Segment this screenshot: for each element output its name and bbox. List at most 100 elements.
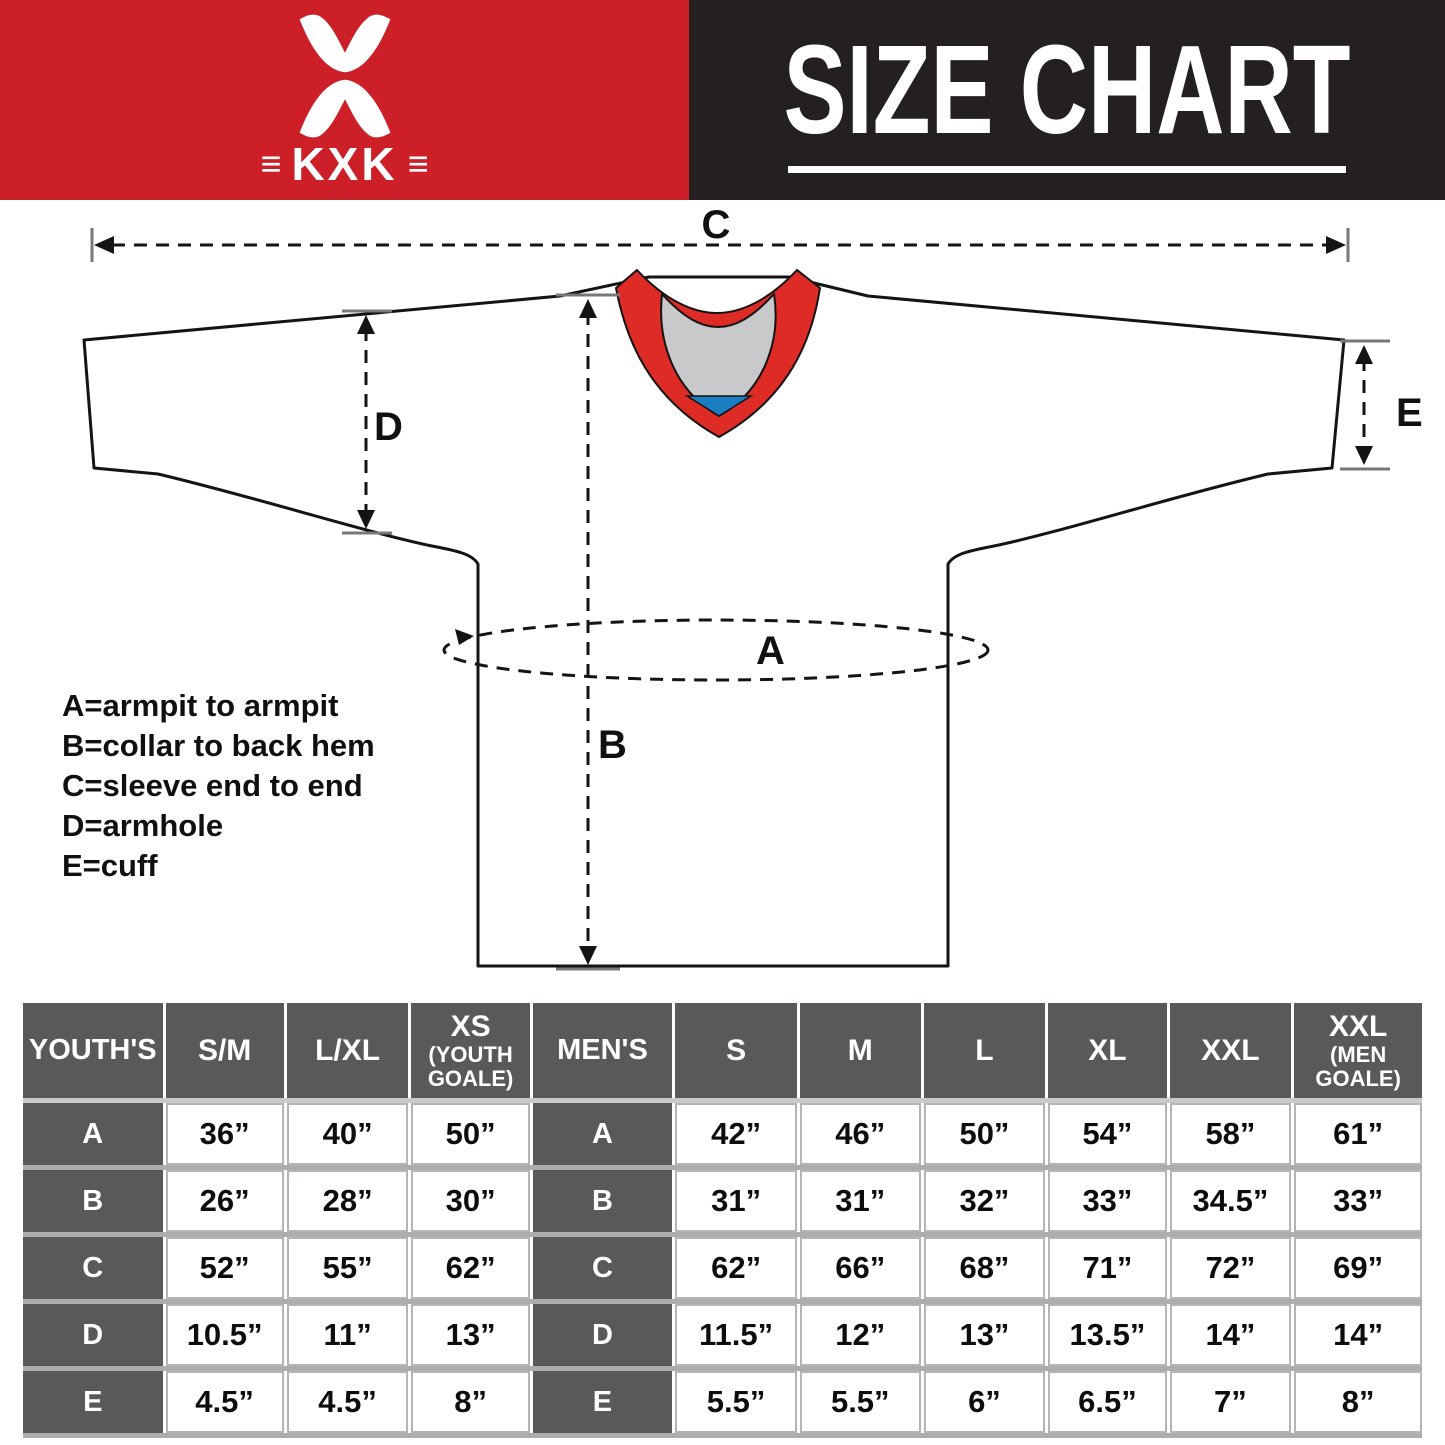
size-cell: 71”	[1048, 1237, 1167, 1299]
row-separator	[23, 1165, 1422, 1170]
top-banner: ≡ KXK ≡ SIZE CHART	[0, 0, 1445, 200]
triple-bar-right-icon: ≡	[407, 143, 429, 184]
row-separator	[23, 1366, 1422, 1371]
kxk-logo-icon	[299, 14, 390, 138]
b-arrowhead-top	[579, 299, 597, 318]
size-cell: 13”	[411, 1304, 530, 1366]
size-cell: 36”	[165, 1103, 284, 1165]
size-cell: 33”	[1294, 1170, 1422, 1232]
label-c: C	[702, 203, 731, 247]
size-cell: 58”	[1169, 1103, 1292, 1165]
jersey-drawing: C D B A E	[82, 203, 1423, 971]
jersey-measurement-diagram: C D B A E	[0, 200, 1445, 995]
legend-line-e: E=cuff	[62, 848, 158, 883]
d-arrowhead-top	[357, 315, 375, 334]
size-cell: 6”	[923, 1371, 1046, 1433]
men-col-header: L	[923, 1003, 1046, 1098]
size-cell: 30”	[411, 1170, 530, 1232]
label-e: E	[1396, 391, 1423, 435]
row-separator	[23, 1433, 1422, 1438]
size-cell: 62”	[675, 1237, 797, 1299]
title-underline	[788, 166, 1346, 173]
size-cell: 4.5”	[165, 1371, 284, 1433]
youth-col-header: L/XL	[286, 1003, 409, 1098]
size-cell: 13.5”	[1048, 1304, 1167, 1366]
row-separator	[23, 1299, 1422, 1304]
size-cell: 72”	[1169, 1237, 1292, 1299]
label-a: A	[756, 629, 785, 673]
size-cell: 14”	[1294, 1304, 1422, 1366]
men-col-header: M	[799, 1003, 921, 1098]
e-arrowhead-top	[1355, 345, 1373, 364]
size-cell: 6.5”	[1048, 1371, 1167, 1433]
legend-line-c: C=sleeve end to end	[62, 768, 363, 803]
b-arrowhead-bottom	[579, 946, 597, 965]
men-col-header: XL	[1048, 1003, 1167, 1098]
size-cell: 68”	[923, 1237, 1046, 1299]
size-cell: 31”	[675, 1170, 797, 1232]
size-cell: 4.5”	[286, 1371, 409, 1433]
size-cell: 8”	[411, 1371, 530, 1433]
c-arrowhead-right	[1326, 236, 1346, 254]
label-d: D	[374, 405, 403, 449]
men-row-label: D	[532, 1304, 673, 1366]
size-cell: 61”	[1294, 1103, 1422, 1165]
d-arrowhead-bottom	[357, 510, 375, 529]
brand-wordmark: ≡ KXK ≡	[260, 141, 428, 187]
size-cell: 42”	[675, 1103, 797, 1165]
row-separator	[23, 1232, 1422, 1237]
men-row-label: B	[532, 1170, 673, 1232]
youth-row-label: B	[23, 1170, 163, 1232]
label-b: B	[598, 723, 627, 767]
youth-row-label: D	[23, 1304, 163, 1366]
youth-table-corner: YOUTH'S	[23, 1003, 163, 1098]
size-cell: 34.5”	[1169, 1170, 1292, 1232]
title-panel: SIZE CHART	[689, 0, 1445, 200]
youth-row-label: E	[23, 1371, 163, 1433]
size-tables: YOUTH'S S/M L/XL XS (YOUTH GOALE) MEN'S S…	[23, 1003, 1422, 1438]
size-cell: 66”	[799, 1237, 921, 1299]
men-col-header: S	[675, 1003, 797, 1098]
e-arrowhead-bottom	[1355, 446, 1373, 465]
row-separator	[23, 1098, 1422, 1103]
size-cell: 50”	[411, 1103, 530, 1165]
size-cell: 69”	[1294, 1237, 1422, 1299]
men-row-label: C	[532, 1237, 673, 1299]
size-cell: 12”	[799, 1304, 921, 1366]
size-cell: 55”	[286, 1237, 409, 1299]
men-row-label: E	[532, 1371, 673, 1433]
page-title: SIZE CHART	[783, 19, 1351, 160]
size-cell: 13”	[923, 1304, 1046, 1366]
size-cell: 32”	[923, 1170, 1046, 1232]
size-cell: 31”	[799, 1170, 921, 1232]
legend-line-a: A=armpit to armpit	[62, 688, 339, 723]
size-cell: 62”	[411, 1237, 530, 1299]
youth-col-header: S/M	[165, 1003, 284, 1098]
men-row-label: A	[532, 1103, 673, 1165]
men-col-header: XXL (MEN GOALE)	[1294, 1003, 1422, 1098]
jersey-outline	[82, 275, 1346, 968]
men-col-header: XXL	[1169, 1003, 1292, 1098]
a-measure-ellipse	[442, 618, 990, 682]
measurement-legend: A=armpit to armpit B=collar to back hem …	[62, 686, 375, 886]
size-cell: 40”	[286, 1103, 409, 1165]
size-cell: 11”	[286, 1304, 409, 1366]
size-cell: 10.5”	[165, 1304, 284, 1366]
legend-line-d: D=armhole	[62, 808, 224, 843]
size-cell: 50”	[923, 1103, 1046, 1165]
youth-row-label: A	[23, 1103, 163, 1165]
size-cell: 46”	[799, 1103, 921, 1165]
brand-panel: ≡ KXK ≡	[0, 0, 689, 200]
size-cell: 7”	[1169, 1371, 1292, 1433]
c-arrowhead-left	[94, 236, 114, 254]
size-cell: 8”	[1294, 1371, 1422, 1433]
legend-line-b: B=collar to back hem	[62, 728, 375, 763]
size-cell: 26”	[165, 1170, 284, 1232]
size-cell: 14”	[1169, 1304, 1292, 1366]
size-cell: 54”	[1048, 1103, 1167, 1165]
size-cell: 28”	[286, 1170, 409, 1232]
a-arrowhead	[455, 629, 474, 645]
collar-blue-insert	[684, 395, 754, 417]
brand-name: KXK	[291, 138, 398, 190]
